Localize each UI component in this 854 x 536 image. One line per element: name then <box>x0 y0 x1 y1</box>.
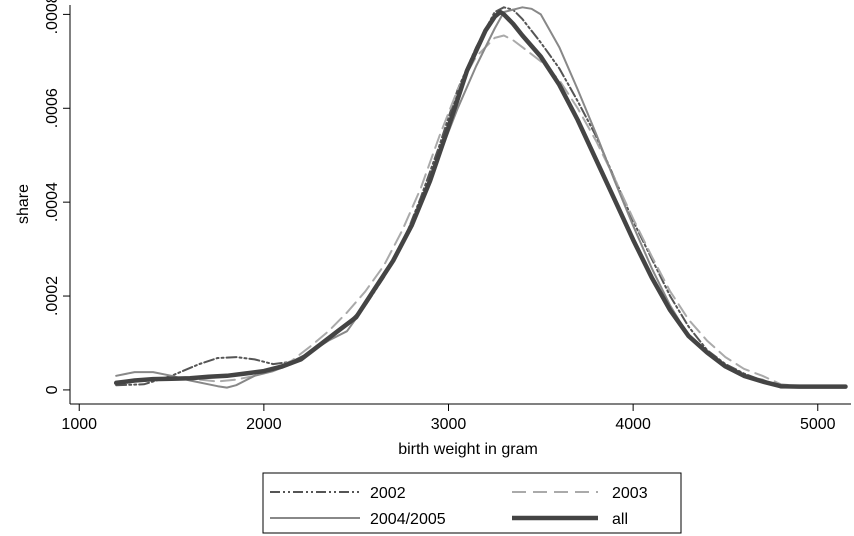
y-axis-title: share <box>15 184 32 224</box>
x-tick-label: 5000 <box>800 416 836 433</box>
legend-label: 2002 <box>370 485 406 502</box>
legend: 2002 2003 2004/2005 all <box>262 472 682 534</box>
y-tick-label: .0002 <box>44 276 61 316</box>
x-tick-label: 2000 <box>246 416 282 433</box>
y-tick-label: .0008 <box>44 0 61 34</box>
x-tick-label: 3000 <box>431 416 467 433</box>
plot-area: 1000 2000 3000 4000 5000 0 .0002 .0004 .0006 .00… <box>44 0 851 433</box>
y-ticks: 0 .0002 .0004 .0006 .0008 <box>44 0 70 394</box>
y-tick-label: 0 <box>44 385 61 394</box>
legend-label: all <box>612 511 628 528</box>
series-lines <box>113 6 848 389</box>
x-axis-title: birth weight in gram <box>398 441 538 458</box>
x-tick-label: 4000 <box>615 416 651 433</box>
legend-label: 2003 <box>612 485 648 502</box>
x-ticks: 1000 2000 3000 4000 5000 <box>61 404 836 433</box>
y-tick-label: .0004 <box>44 182 61 222</box>
legend-box <box>262 472 682 534</box>
x-tick-label: 1000 <box>61 416 97 433</box>
series-line-all <box>113 9 848 389</box>
y-tick-label: .0006 <box>44 88 61 128</box>
legend-label: 2004/2005 <box>370 511 446 528</box>
